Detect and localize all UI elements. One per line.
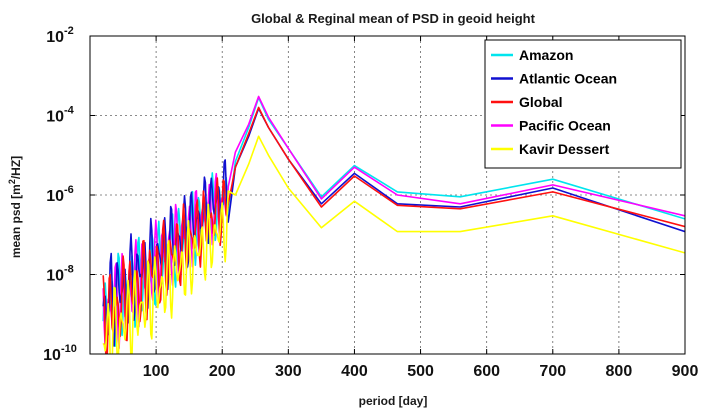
x-tick-label: 900 bbox=[672, 363, 699, 380]
x-tick-label: 700 bbox=[539, 363, 566, 380]
legend-label: Amazon bbox=[519, 47, 573, 63]
y-axis-label-suffix: /HZ] bbox=[9, 156, 23, 179]
chart-title: Global & Reginal mean of PSD in geoid he… bbox=[251, 11, 536, 26]
legend-label: Pacific Ocean bbox=[519, 118, 611, 134]
x-tick-label: 600 bbox=[473, 363, 500, 380]
series-line-kavir-dessert bbox=[102, 135, 685, 354]
x-tick-label: 800 bbox=[606, 363, 633, 380]
legend-label: Kavir Dessert bbox=[519, 141, 610, 157]
x-tick-label: 100 bbox=[143, 363, 170, 380]
y-axis-label-sup: 2 bbox=[7, 179, 17, 184]
y-tick-label: 10-6 bbox=[46, 184, 74, 205]
series-layer bbox=[102, 95, 685, 354]
x-tick-label: 300 bbox=[275, 363, 302, 380]
legend-label: Global bbox=[519, 94, 563, 110]
y-tick-label: 10-10 bbox=[43, 343, 77, 364]
y-axis-label: mean psd [m2/HZ] bbox=[7, 156, 23, 258]
legend: Amazon Atlantic Ocean Global Pacific Ocean K… bbox=[484, 39, 682, 169]
y-axis-label-prefix: mean psd [m bbox=[9, 184, 23, 258]
x-axis-label: period [day] bbox=[359, 394, 428, 408]
y-tick-label: 10-2 bbox=[46, 25, 74, 46]
y-tick-label: 10-8 bbox=[46, 264, 74, 285]
y-axis: 10-10 10-8 10-6 10-4 10-2 bbox=[43, 25, 685, 364]
y-tick-label: 10-4 bbox=[46, 105, 74, 126]
x-tick-label: 500 bbox=[407, 363, 434, 380]
x-axis: 100 200 300 400 500 600 700 800 900 bbox=[143, 36, 699, 380]
legend-label: Atlantic Ocean bbox=[519, 71, 617, 87]
legend-box bbox=[484, 39, 682, 169]
x-tick-label: 200 bbox=[209, 363, 236, 380]
x-tick-label: 400 bbox=[341, 363, 368, 380]
